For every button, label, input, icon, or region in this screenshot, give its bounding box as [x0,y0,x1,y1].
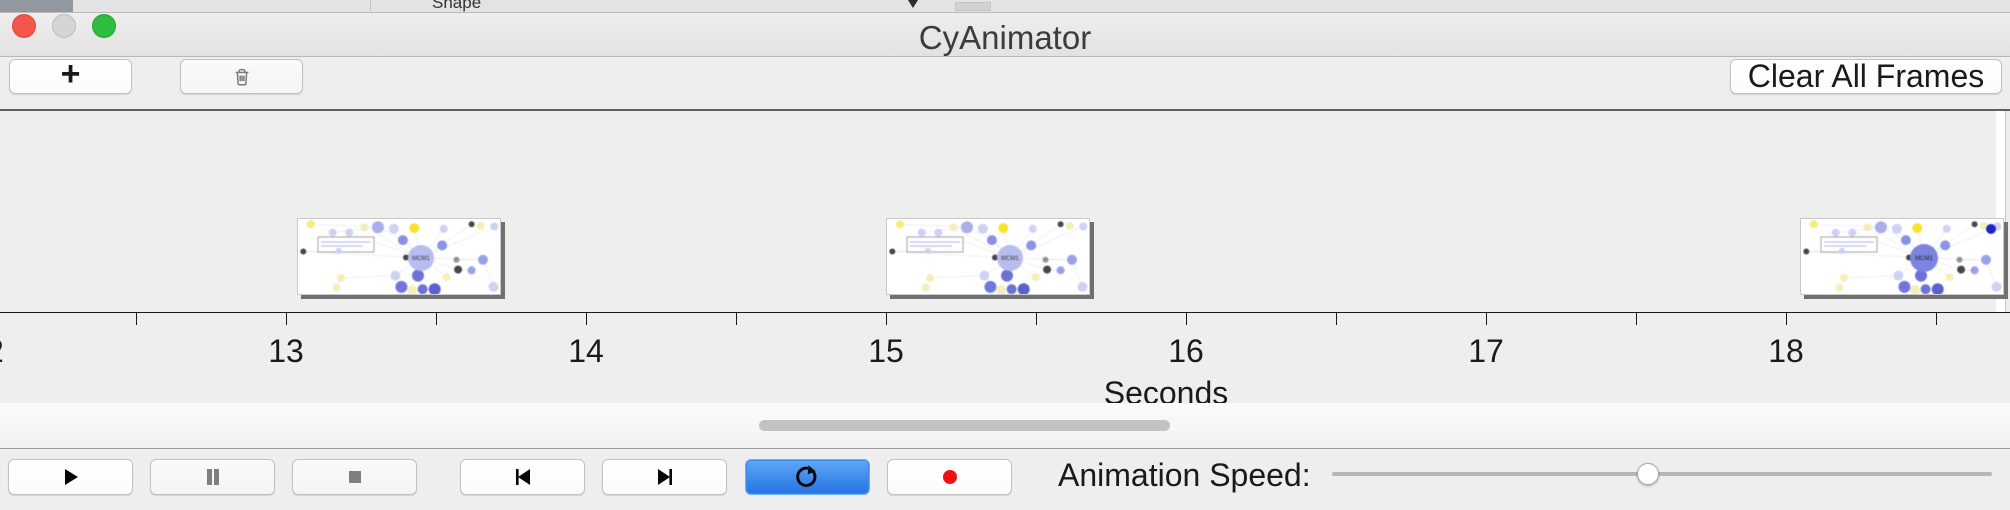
svg-text:MCM1: MCM1 [1001,256,1019,262]
svg-text:MCM1: MCM1 [1915,256,1933,262]
svg-text:MCM1: MCM1 [412,256,430,262]
